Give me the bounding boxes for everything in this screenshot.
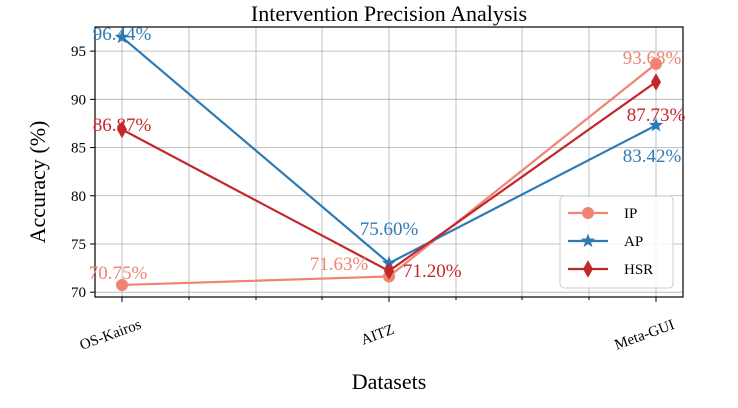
x-axis-label: Datasets [352,369,427,394]
data-point-ap [648,117,664,132]
x-tick-label: Meta-GUI [613,317,677,353]
data-label-ip: 70.75% [89,263,148,284]
chart-title: Intervention Precision Analysis [251,1,527,26]
data-label-ip: 71.63% [310,254,369,275]
legend-marker [582,207,594,219]
legend-marker [580,233,596,248]
data-point-ip [650,57,662,70]
legend-label: IP [624,206,637,222]
series-layer [114,29,664,291]
legend-item-ip: IP [568,206,637,222]
data-label-hsr: 87.73% [627,105,686,126]
legend-marker [582,260,594,278]
y-tick-label: 75 [71,237,86,253]
legend-item-hsr: HSR [568,260,653,278]
data-point-ip [116,278,128,291]
data-label-ap: 75.60% [360,219,419,240]
x-tick-label: AITZ [359,322,397,349]
data-label-ip: 93.68% [623,48,682,69]
y-axis: 70 75 80 85 90 95 [71,44,95,301]
data-label-hsr: 71.20% [403,261,462,282]
legend-label: HSR [624,262,653,278]
y-axis-label: Accuracy (%) [25,121,50,244]
y-tick-label: 95 [71,44,86,60]
legend-label: AP [624,234,643,250]
y-tick-label: 70 [71,285,86,301]
x-tick-label: OS-Kairos [78,317,144,354]
data-labels: 70.75% 71.63% 93.68% 96.44% 75.60% 83.42% 86.8… [89,24,686,284]
data-label-hsr: 86.87% [93,115,152,136]
data-point-hsr [116,120,128,139]
data-label-ap: 96.44% [93,24,152,45]
y-tick-label: 90 [71,92,86,108]
data-point-hsr [383,262,395,280]
legend-item-ap: AP [568,233,643,250]
data-point-hsr [650,73,662,91]
y-tick-label: 80 [71,189,86,205]
legend: IP AP HSR [559,195,674,289]
data-point-ap [114,29,130,44]
y-tick-label: 85 [71,141,86,157]
grid [95,27,683,297]
series-hsr [116,73,662,280]
x-axis: OS-Kairos AITZ Meta-GUI [78,297,677,354]
data-label-ap: 83.42% [623,146,682,167]
